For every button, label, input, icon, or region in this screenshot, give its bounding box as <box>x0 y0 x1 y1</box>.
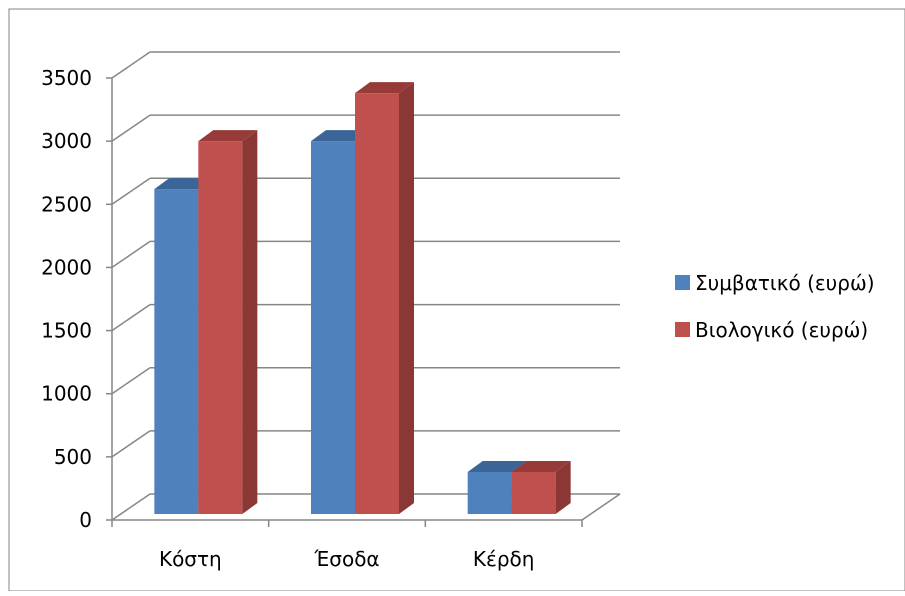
bar-side <box>555 461 571 514</box>
chart-border <box>8 8 905 592</box>
axis-layer <box>106 77 583 527</box>
y-tick-label: 2000 <box>41 255 92 279</box>
bar <box>511 461 571 514</box>
bar-top <box>467 461 527 473</box>
legend-label: Βιολογικό (ευρώ) <box>695 318 868 342</box>
y-tick-label: 3500 <box>41 66 92 90</box>
left-wall-gridline <box>111 177 151 205</box>
x-tick-label: Έσοδα <box>313 547 379 571</box>
bar-side <box>242 130 258 514</box>
labels-layer: 0 500 1000 1500 2000 2500 3000 3500 Κόστη Έσοδα Κέ… <box>41 66 534 571</box>
x-tick-label: Κέρδη <box>473 547 535 571</box>
left-wall-gridline <box>111 493 151 521</box>
bar <box>198 130 258 514</box>
y-tick-label: 0 <box>79 508 92 532</box>
x-tick-label: Κόστη <box>159 547 222 571</box>
legend-swatch <box>675 322 690 337</box>
bar-front <box>511 472 556 514</box>
left-wall-gridline <box>111 240 151 269</box>
bars-layer <box>154 82 571 515</box>
bar-front <box>355 93 399 514</box>
floor-right-edge <box>581 493 621 521</box>
y-tick-label: 500 <box>54 445 92 469</box>
y-tick-label: 1000 <box>41 382 92 406</box>
left-wall-gridline <box>111 367 151 395</box>
bar <box>355 82 414 514</box>
y-tick-label: 1500 <box>41 319 92 343</box>
bar-top <box>355 82 414 94</box>
bar-front <box>154 189 199 515</box>
legend-swatch <box>675 275 690 290</box>
bar-front <box>198 141 243 514</box>
bar-front <box>467 472 512 514</box>
legend-label: Συμβατικό (ευρώ) <box>695 271 875 295</box>
left-wall-gridline <box>111 51 151 79</box>
legend: Συμβατικό (ευρώ) Βιολογικό (ευρώ) <box>675 271 875 342</box>
bar-top <box>511 461 571 473</box>
left-wall-gridline <box>111 430 151 458</box>
bar-side <box>399 82 414 514</box>
y-tick-label: 3000 <box>41 129 92 153</box>
bar-front <box>311 141 355 514</box>
y-tick-label: 2500 <box>41 192 92 216</box>
left-wall-gridline <box>111 303 151 332</box>
left-wall-gridline <box>111 114 151 142</box>
bar-top <box>198 130 258 142</box>
